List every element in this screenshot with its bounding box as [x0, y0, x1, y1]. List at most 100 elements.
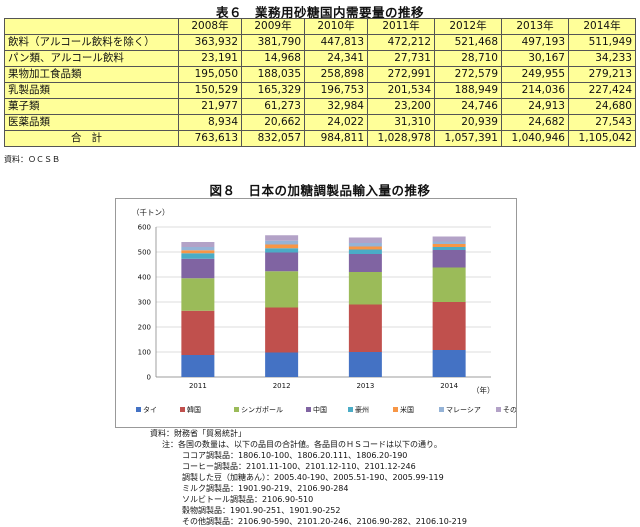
sugar-demand-table: 2008年 2009年 2010年 2011年 2012年 2013年 2014… [4, 18, 636, 147]
x-tick-label: 2011 [189, 382, 207, 390]
notes-line: ソルビトール調製品：2106.90-510 [182, 495, 314, 504]
table-cell: 27,543 [568, 114, 636, 131]
notes-line: ココア調製品：1806.10-100、1806.20.111、1806.20-1… [182, 451, 408, 460]
y-tick-label: 500 [138, 249, 151, 257]
table-cell: 984,811 [304, 130, 368, 147]
bar-segment-2 [181, 310, 215, 355]
legend-swatch [393, 407, 398, 412]
table-cell: 258,898 [304, 66, 368, 83]
table-cell: 31,310 [367, 114, 435, 131]
table-cell: 521,468 [434, 34, 502, 51]
bar-segment-5 [181, 253, 215, 259]
table-cell: 763,613 [178, 130, 242, 147]
bar-segment-8 [265, 235, 299, 241]
x-tick-label: 2014 [440, 382, 458, 390]
table-cell: 24,746 [434, 98, 502, 115]
figure8-notes: 資料：財務省「貿易統計」 注：各国の数量は、以下の品目の合計値。各品目のＨＳコー… [150, 428, 467, 527]
table-cell: 24,680 [568, 98, 636, 115]
bar-segment-5 [265, 248, 299, 253]
bar-segment-7 [432, 241, 466, 244]
legend-swatch [348, 407, 353, 412]
y-axis-label: （千トン） [132, 207, 170, 217]
table-cell: 24,913 [501, 98, 569, 115]
table-cell: 150,529 [178, 82, 242, 99]
legend-label: 中国 [313, 405, 327, 414]
bar-segment-8 [181, 242, 215, 247]
bar-segment-7 [348, 243, 382, 247]
legend-label: 豪州 [355, 405, 369, 414]
legend-label: シンガポール [241, 405, 283, 414]
legend-label: その他 [503, 405, 516, 414]
bar-segment-4 [348, 254, 382, 272]
table-cell: 447,813 [304, 34, 368, 51]
y-tick-label: 200 [138, 324, 151, 332]
bar-segment-4 [181, 258, 215, 279]
row-label: パン類、アルコール飲料 [4, 50, 179, 67]
bar-segment-2 [348, 304, 382, 352]
bar-segment-5 [432, 247, 466, 250]
legend-swatch [136, 407, 141, 412]
table-cell: 23,200 [367, 98, 435, 115]
legend-swatch [439, 407, 444, 412]
row-label: 果物加工食品類 [4, 66, 179, 83]
table-row: 合計 763,613 832,057 984,811 1,028,978 1,057,39… [4, 130, 636, 147]
bar-segment-2 [432, 302, 466, 350]
year-header: 2013年 [501, 18, 569, 35]
table-row: 果物加工食品類 195,050 188,035 258,898 272,991 272,5… [4, 66, 636, 83]
table-cell: 1,028,978 [367, 130, 435, 147]
bar-segment-6 [181, 250, 215, 254]
bar-segment-3 [348, 272, 382, 305]
stacked-bar-chart: （千トン） 0 100 200 300 400 500 600 2011 2012 2013 2014… [132, 207, 516, 414]
year-header: 2014年 [568, 18, 636, 35]
table-cell: 61,273 [241, 98, 305, 115]
table-cell: 511,949 [568, 34, 636, 51]
table-cell: 24,022 [304, 114, 368, 131]
row-label: 飲料（アルコール飲料を除く） [4, 34, 179, 51]
legend-label: マレーシア [446, 406, 481, 414]
notes-line: その他調製品：2106.90-590、2101.20-246、2106.90-2… [182, 517, 467, 526]
bar-segment-4 [432, 250, 466, 268]
table-cell: 20,939 [434, 114, 502, 131]
bar-segment-4 [265, 252, 299, 272]
table-row: 飲料（アルコール飲料を除く） 363,932 381,790 447,813 472,2… [4, 34, 636, 51]
bar-segment-6 [432, 244, 466, 247]
table-cell: 30,167 [501, 50, 569, 67]
bar-segment-6 [348, 246, 382, 250]
bar-segment-1 [181, 355, 215, 377]
notes-intro: 注：各国の数量は、以下の品目の合計値。各品目のＨＳコードは以下の通り。 [162, 440, 442, 449]
table-cell: 272,579 [434, 66, 502, 83]
table-cell: 27,731 [367, 50, 435, 67]
bar-segment-1 [348, 352, 382, 377]
table-cell: 188,035 [241, 66, 305, 83]
table-row: パン類、アルコール飲料 23,191 14,968 24,341 27,731 28,71… [4, 50, 636, 67]
table-cell: 363,932 [178, 34, 242, 51]
legend-swatch [234, 407, 239, 412]
row-label: 合計 [4, 130, 179, 147]
table-row: 菓子類 21,977 61,273 32,984 23,200 24,746 24,913 2… [4, 98, 636, 115]
table-cell: 497,193 [501, 34, 569, 51]
bar-segment-8 [432, 236, 466, 242]
legend-swatch [306, 407, 311, 412]
y-tick-label: 400 [138, 274, 151, 282]
bar-segment-6 [265, 244, 299, 249]
table-cell: 24,341 [304, 50, 368, 67]
figure8-title: 図８ 日本の加糖調製品輸入量の推移 [209, 183, 431, 198]
legend-label: 米国 [400, 405, 414, 414]
bar-segment-3 [432, 267, 466, 302]
table-cell: 8,934 [178, 114, 242, 131]
notes-source: 資料：財務省「貿易統計」 [150, 429, 246, 438]
table-cell: 832,057 [241, 130, 305, 147]
row-label: 医薬品類 [4, 114, 179, 131]
y-tick-label: 300 [138, 299, 151, 307]
bar-segment-3 [265, 271, 299, 308]
table6-source: 資料：ＯＣＳＢ [4, 155, 60, 164]
bar-segment-2 [265, 307, 299, 353]
import-volume-chart: （千トン） 0 100 200 300 400 500 600 2011 2012 2013 2014… [115, 198, 517, 428]
table-cell: 14,968 [241, 50, 305, 67]
table-cell: 272,991 [367, 66, 435, 83]
table-cell: 279,213 [568, 66, 636, 83]
table-cell: 472,212 [367, 34, 435, 51]
y-tick-label: 600 [138, 224, 151, 232]
table-cell: 28,710 [434, 50, 502, 67]
notes-line: コーヒー調製品：2101.11-100、2101.12-110、2101.12-… [182, 462, 416, 471]
